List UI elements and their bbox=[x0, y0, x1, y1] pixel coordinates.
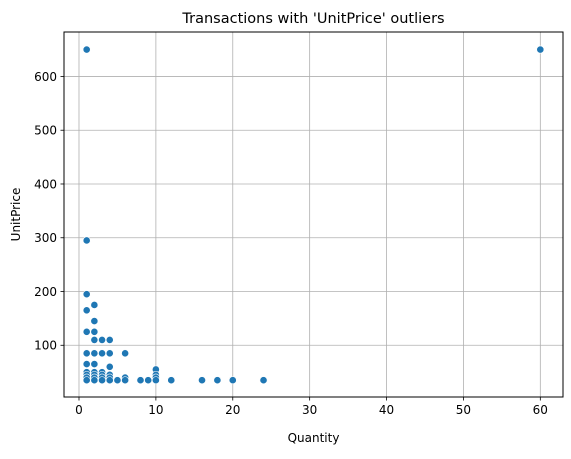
data-point bbox=[90, 336, 99, 344]
data-point bbox=[90, 360, 99, 368]
data-point bbox=[536, 45, 545, 54]
data-point bbox=[82, 306, 91, 315]
data-point bbox=[136, 376, 145, 385]
grid bbox=[64, 32, 563, 397]
x-tick-label: 10 bbox=[148, 403, 163, 417]
data-point bbox=[82, 236, 91, 245]
data-point bbox=[198, 376, 206, 385]
y-axis-ticks: 100 200 300 400 500 600 bbox=[34, 70, 64, 353]
data-point bbox=[151, 376, 160, 385]
data-point bbox=[213, 376, 222, 385]
y-tick-label: 600 bbox=[34, 70, 57, 84]
data-point bbox=[90, 376, 99, 385]
plot-area-frame bbox=[63, 31, 564, 398]
data-point bbox=[82, 360, 91, 368]
y-axis-label: UnitPrice bbox=[9, 188, 23, 242]
data-point bbox=[259, 376, 268, 385]
data-point bbox=[167, 376, 176, 385]
data-point bbox=[90, 349, 99, 358]
chart-title: Transactions with 'UnitPrice' outliers bbox=[181, 11, 444, 27]
data-point bbox=[98, 336, 106, 344]
data-point bbox=[105, 336, 114, 344]
data-point bbox=[121, 349, 130, 358]
data-point bbox=[105, 376, 114, 385]
data-point bbox=[98, 376, 106, 385]
x-tick-label: 60 bbox=[533, 403, 548, 417]
data-point bbox=[82, 290, 91, 299]
y-tick-label: 300 bbox=[34, 231, 57, 245]
x-axis-label: Quantity bbox=[288, 431, 340, 445]
scatter-points bbox=[82, 45, 545, 385]
data-point bbox=[82, 45, 91, 54]
data-point bbox=[144, 376, 153, 385]
x-axis-ticks: 0 10 20 30 40 50 60 bbox=[75, 397, 548, 417]
x-tick-label: 20 bbox=[225, 403, 240, 417]
data-point bbox=[82, 376, 91, 385]
data-point bbox=[90, 301, 99, 309]
data-point bbox=[90, 327, 99, 336]
data-point bbox=[105, 349, 114, 358]
x-tick-label: 50 bbox=[456, 403, 471, 417]
data-point bbox=[228, 376, 237, 385]
x-tick-label: 40 bbox=[379, 403, 394, 417]
data-point bbox=[82, 349, 91, 358]
data-point bbox=[105, 362, 114, 371]
y-tick-label: 200 bbox=[34, 285, 57, 299]
data-point bbox=[82, 327, 91, 336]
data-point bbox=[90, 317, 99, 325]
y-tick-label: 400 bbox=[34, 177, 57, 191]
x-tick-label: 30 bbox=[302, 403, 317, 417]
data-point bbox=[121, 376, 130, 385]
y-tick-label: 100 bbox=[34, 339, 57, 353]
y-tick-label: 500 bbox=[34, 124, 57, 138]
x-tick-label: 0 bbox=[75, 403, 83, 417]
data-point bbox=[113, 376, 122, 385]
data-point bbox=[98, 349, 106, 358]
